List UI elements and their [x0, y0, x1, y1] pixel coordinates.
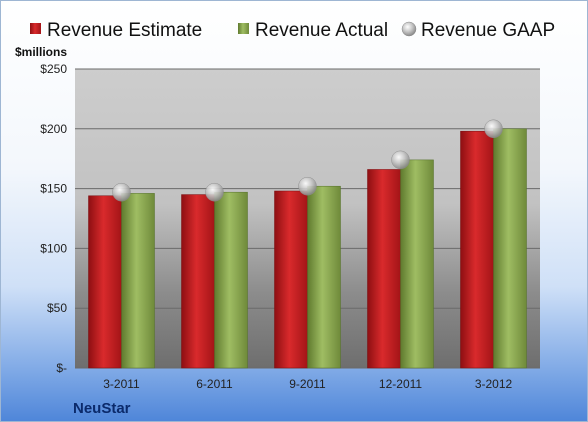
- bar-estimate: [367, 169, 401, 369]
- bar-estimate: [88, 195, 122, 369]
- marker-gaap: [484, 119, 503, 139]
- x-tick-label: 12-2011: [379, 377, 422, 391]
- unit-label: $millions: [15, 45, 67, 59]
- gaap-markers: [112, 119, 503, 202]
- y-axis: $- $50 $100 $150 $200 $250: [40, 62, 67, 375]
- marker-gaap: [112, 182, 131, 202]
- legend-item-revenue-actual: Revenue Actual: [238, 20, 388, 41]
- x-tick-label: 3-2011: [103, 377, 140, 391]
- legend: Revenue Estimate Revenue Actual Revenue …: [30, 20, 555, 41]
- y-tick-label: $200: [40, 122, 67, 136]
- marker-gaap: [298, 176, 317, 196]
- y-tick-label: $250: [40, 62, 67, 76]
- y-tick-label: $50: [47, 301, 67, 315]
- bar-actual: [121, 193, 155, 369]
- legend-item-revenue-estimate: Revenue Estimate: [30, 20, 202, 41]
- bar-estimate: [274, 190, 308, 369]
- legend-label-revenue-gaap: Revenue GAAP: [421, 20, 555, 41]
- y-tick-label: $150: [40, 182, 67, 196]
- bar-estimate: [460, 130, 494, 369]
- legend-label-revenue-actual: Revenue Actual: [255, 20, 388, 41]
- legend-swatch-revenue-estimate: [30, 23, 41, 34]
- company-name: NeuStar: [73, 400, 131, 417]
- y-tick-label: $100: [40, 241, 67, 255]
- y-tick-label: $-: [56, 361, 67, 375]
- x-tick-label: 6-2011: [196, 377, 233, 391]
- marker-gaap: [391, 150, 410, 170]
- bars: [88, 128, 527, 369]
- bar-actual: [214, 191, 248, 369]
- x-tick-label: 3-2012: [475, 377, 513, 391]
- marker-gaap: [205, 182, 224, 202]
- legend-label-revenue-estimate: Revenue Estimate: [47, 20, 202, 41]
- bar-actual: [307, 185, 341, 369]
- x-axis: 3-2011 6-2011 9-2011 12-2011 3-2012: [103, 377, 512, 391]
- bar-actual: [493, 128, 527, 369]
- bar-actual: [400, 159, 434, 369]
- x-tick-label: 9-2011: [289, 377, 326, 391]
- bar-estimate: [181, 194, 215, 369]
- legend-swatch-revenue-gaap: [401, 21, 417, 37]
- legend-item-revenue-gaap: Revenue GAAP: [401, 20, 555, 41]
- legend-swatch-revenue-actual: [238, 23, 249, 34]
